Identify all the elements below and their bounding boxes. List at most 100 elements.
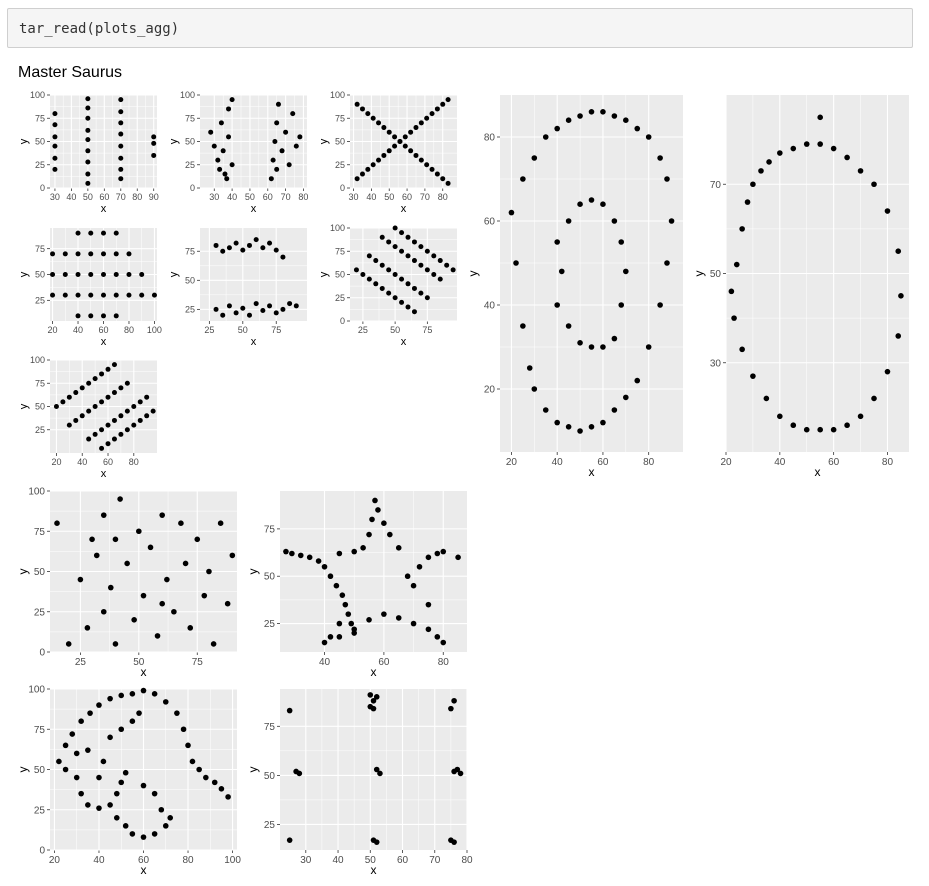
data-point [418, 244, 424, 250]
data-point [623, 117, 629, 123]
data-point [100, 758, 107, 765]
x-tick-label: 80 [882, 457, 894, 468]
y-tick-label: 100 [330, 223, 345, 233]
y-tick-label: 25 [264, 619, 276, 630]
data-point [224, 176, 230, 182]
x-tick-label: 80 [124, 325, 134, 335]
data-point [124, 380, 130, 386]
x-tick-label: 30 [209, 192, 219, 202]
x-tick-label: 90 [149, 192, 159, 202]
y-tick-label: 75 [185, 113, 195, 123]
x-tick-label: 50 [384, 192, 394, 202]
y-tick-label: 50 [185, 275, 195, 285]
data-point [857, 413, 864, 420]
data-point [118, 143, 124, 149]
data-point [101, 313, 106, 319]
data-point [150, 408, 156, 414]
data-point [86, 436, 92, 442]
data-point [293, 303, 299, 309]
data-point [354, 176, 360, 182]
data-point [405, 253, 411, 259]
y-tick-label: 0 [40, 183, 45, 193]
data-point [645, 134, 652, 140]
data-point [286, 707, 293, 714]
data-point [413, 125, 419, 131]
data-point [830, 145, 837, 152]
data-point [386, 129, 392, 135]
y-axis-title: y [168, 138, 180, 144]
x-tick-label: 30 [50, 192, 60, 202]
x-tick-label: 40 [774, 457, 786, 468]
plot-slant-up: 20 40 60 80 25 50 75 100 x y [18, 355, 157, 480]
data-point [203, 774, 209, 781]
data-point [565, 218, 572, 224]
data-point [118, 779, 125, 786]
data-point [440, 176, 446, 182]
data-point [113, 292, 119, 298]
data-point [336, 550, 343, 557]
data-point [140, 782, 147, 789]
data-point [96, 774, 102, 781]
data-point [376, 157, 382, 163]
data-point [408, 129, 414, 135]
y-tick-label: 50 [710, 269, 722, 280]
data-point [429, 166, 435, 172]
data-point [600, 344, 606, 350]
data-point [360, 545, 366, 551]
data-point [895, 248, 902, 254]
data-point [817, 114, 823, 121]
data-point [577, 113, 583, 119]
data-point [392, 225, 398, 231]
data-point [53, 404, 59, 409]
data-point [668, 218, 675, 224]
data-point [85, 171, 91, 177]
data-point [411, 239, 417, 245]
data-point [124, 427, 130, 433]
data-point [167, 815, 174, 821]
data-point [96, 805, 102, 811]
data-point [392, 143, 398, 149]
data-point [129, 831, 136, 837]
data-point [105, 366, 111, 372]
data-point [159, 600, 165, 607]
data-point [118, 155, 124, 161]
data-point [418, 157, 424, 163]
y-tick-label: 75 [35, 113, 45, 123]
data-point [189, 758, 196, 765]
x-tick-label: 80 [132, 192, 142, 202]
data-point [404, 573, 411, 580]
x-tick-label: 40 [93, 855, 105, 866]
data-point [118, 692, 125, 699]
data-point [370, 115, 376, 121]
data-point [558, 268, 565, 275]
data-point [803, 141, 810, 147]
data-point [218, 786, 225, 792]
data-point [283, 129, 289, 135]
data-point [790, 422, 797, 429]
data-point [379, 262, 385, 268]
data-point [111, 362, 117, 368]
data-point [611, 335, 618, 342]
x-tick-label: 80 [182, 855, 194, 866]
data-point [425, 626, 432, 633]
x-axis-title: x [101, 203, 107, 215]
data-point [817, 426, 823, 433]
data-point [895, 333, 902, 339]
data-point [137, 399, 143, 405]
x-tick-label: 60 [597, 457, 609, 468]
data-point [395, 615, 402, 621]
data-point [327, 573, 334, 580]
y-tick-label: 25 [185, 305, 195, 315]
y-tick-label: 75 [335, 113, 345, 123]
data-point [140, 687, 147, 694]
data-point [280, 306, 286, 312]
plot-bullseye: 30 40 50 60 70 80 0 25 50 75 100 x y [168, 90, 308, 215]
data-point [395, 545, 402, 551]
y-tick-label: 0 [340, 183, 345, 193]
data-point [434, 106, 440, 112]
x-tick-label: 75 [271, 325, 281, 335]
data-point [424, 295, 430, 301]
data-point [253, 301, 259, 307]
x-tick-label: 60 [99, 192, 109, 202]
data-point [85, 127, 91, 133]
